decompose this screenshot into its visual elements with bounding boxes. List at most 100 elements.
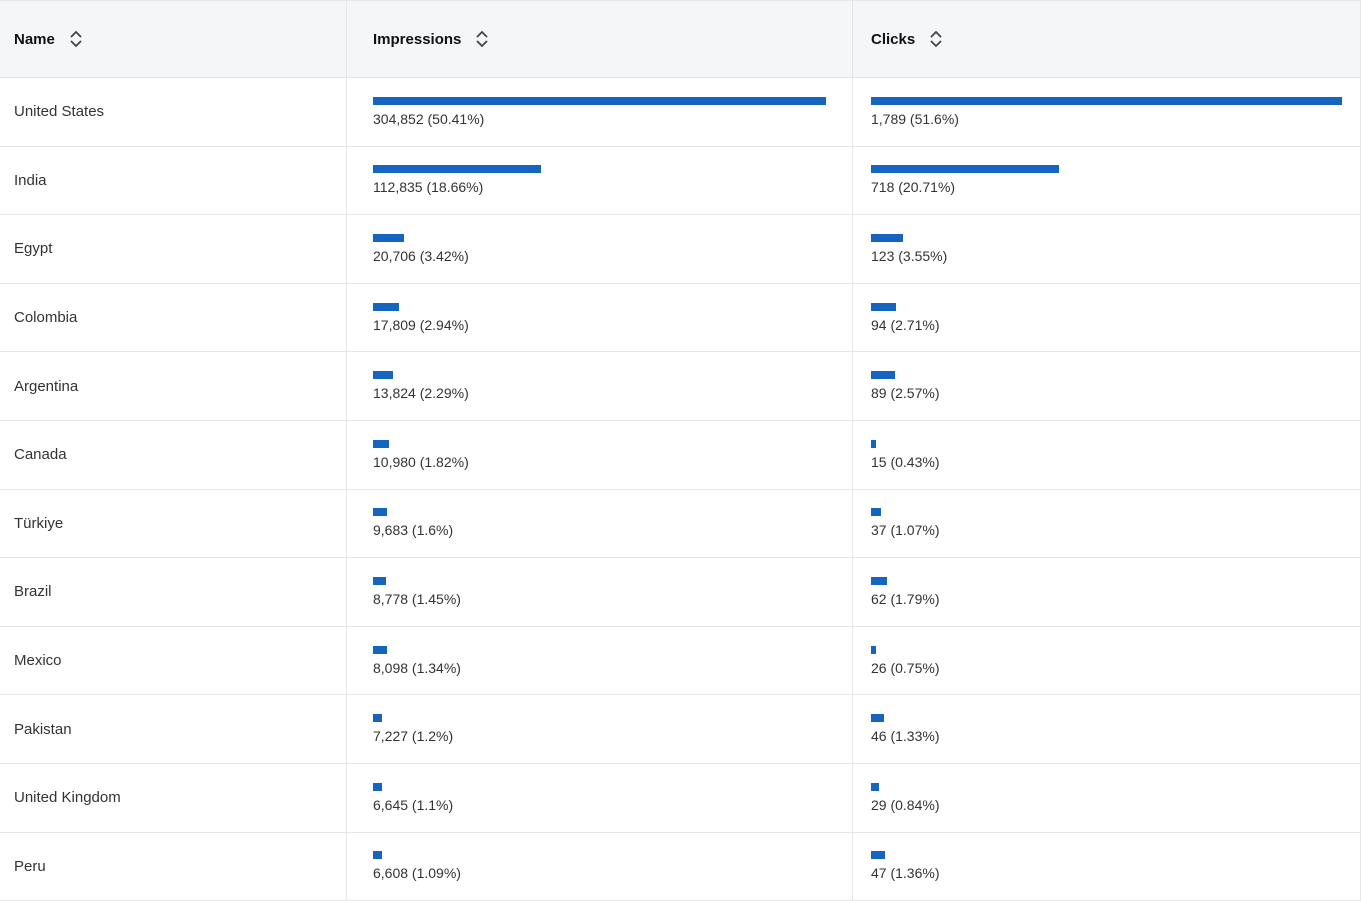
impressions-cell: 20,706 (3.42%) [347, 215, 853, 283]
clicks-value: 29 (0.84%) [871, 796, 940, 813]
impressions-cell: 7,227 (1.2%) [347, 695, 853, 763]
clicks-value: 26 (0.75%) [871, 659, 940, 676]
impressions-bar [373, 714, 382, 723]
clicks-cell: 123 (3.55%) [853, 215, 1360, 283]
clicks-bar-track [871, 302, 1342, 311]
impressions-cell: 17,809 (2.94%) [347, 283, 853, 352]
column-header-impressions[interactable]: Impressions [347, 1, 853, 77]
column-header-clicks[interactable]: Clicks [853, 1, 1360, 77]
table-body: United States 304,852 (50.41%) 1,789 (51… [0, 78, 1360, 901]
impressions-value: 13,824 (2.29%) [373, 385, 469, 402]
table-row: Mexico 8,098 (1.34%) 26 (0.75%) [0, 626, 1360, 696]
column-header-name-label: Name [14, 30, 55, 48]
clicks-bar [871, 96, 1342, 105]
sort-icon[interactable] [475, 30, 489, 48]
impressions-bar-track [373, 233, 826, 242]
column-header-clicks-label: Clicks [871, 30, 916, 48]
impressions-bar [373, 645, 387, 654]
impressions-bar-track [373, 714, 826, 723]
impressions-bar [373, 96, 826, 105]
clicks-bar-track [871, 508, 1342, 517]
impressions-cell: 8,098 (1.34%) [347, 626, 853, 695]
clicks-value: 15 (0.43%) [871, 453, 940, 470]
country-name: Colombia [14, 309, 78, 327]
country-name: Brazil [14, 583, 52, 601]
impressions-bar-track [373, 96, 826, 105]
country-cell: Türkiye [0, 489, 347, 558]
column-header-name[interactable]: Name [0, 1, 347, 77]
clicks-cell: 46 (1.33%) [853, 695, 1360, 763]
country-name: Canada [14, 446, 67, 464]
clicks-value: 47 (1.36%) [871, 865, 940, 882]
clicks-value: 37 (1.07%) [871, 522, 940, 539]
sort-icon[interactable] [929, 30, 943, 48]
country-cell: Brazil [0, 558, 347, 626]
table-row: Brazil 8,778 (1.45%) 62 (1.79%) [0, 558, 1360, 627]
clicks-bar [871, 851, 885, 860]
country-cell: Mexico [0, 626, 347, 695]
clicks-cell: 89 (2.57%) [853, 352, 1360, 420]
impressions-value: 8,778 (1.45%) [373, 590, 461, 607]
impressions-value: 7,227 (1.2%) [373, 728, 454, 745]
table-row: Peru 6,608 (1.09%) 47 (1.36%) [0, 832, 1360, 901]
impressions-bar-track [373, 371, 826, 380]
impressions-value: 9,683 (1.6%) [373, 522, 454, 539]
clicks-cell: 62 (1.79%) [853, 558, 1360, 626]
impressions-bar [373, 782, 382, 791]
clicks-bar-track [871, 371, 1342, 380]
table-row: Argentina 13,824 (2.29%) 89 (2.57%) [0, 352, 1360, 421]
country-cell: Canada [0, 420, 347, 489]
clicks-bar-track [871, 439, 1342, 448]
clicks-bar-track [871, 576, 1342, 585]
impressions-bar [373, 165, 541, 174]
impressions-value: 112,835 (18.66%) [373, 179, 484, 196]
impressions-value: 6,645 (1.1%) [373, 796, 454, 813]
clicks-bar [871, 714, 884, 723]
country-cell: Argentina [0, 352, 347, 420]
impressions-bar [373, 508, 387, 517]
clicks-bar [871, 782, 879, 791]
table-row: Türkiye 9,683 (1.6%) 37 (1.07%) [0, 489, 1360, 559]
impressions-bar-track [373, 165, 826, 174]
impressions-bar-track [373, 508, 826, 517]
clicks-bar [871, 371, 895, 380]
impressions-bar [373, 302, 399, 311]
table-row: India 112,835 (18.66%) 718 (20.71%) [0, 146, 1360, 216]
impressions-cell: 9,683 (1.6%) [347, 489, 853, 558]
clicks-value: 62 (1.79%) [871, 590, 940, 607]
table-row: Egypt 20,706 (3.42%) 123 (3.55%) [0, 215, 1360, 284]
table-row: Pakistan 7,227 (1.2%) 46 (1.33%) [0, 695, 1360, 764]
clicks-cell: 26 (0.75%) [853, 627, 1360, 695]
clicks-bar-track [871, 96, 1342, 105]
clicks-cell: 718 (20.71%) [853, 147, 1360, 215]
impressions-bar-track [373, 576, 826, 585]
country-cell: United Kingdom [0, 763, 347, 832]
clicks-bar-track [871, 851, 1342, 860]
country-cell: Peru [0, 832, 347, 901]
clicks-bar [871, 576, 887, 585]
table-row: Canada 10,980 (1.82%) 15 (0.43%) [0, 420, 1360, 490]
clicks-cell: 1,789 (51.6%) [853, 78, 1360, 146]
clicks-bar [871, 165, 1059, 174]
impressions-bar-track [373, 645, 826, 654]
column-header-impressions-label: Impressions [373, 30, 462, 48]
impressions-cell: 6,608 (1.09%) [347, 832, 853, 901]
country-name: Türkiye [14, 514, 64, 532]
clicks-bar-track [871, 782, 1342, 791]
country-name: Egypt [14, 240, 53, 258]
clicks-bar-track [871, 714, 1342, 723]
country-cell: Egypt [0, 215, 347, 283]
clicks-value: 123 (3.55%) [871, 247, 948, 264]
country-cell: Pakistan [0, 695, 347, 763]
sort-icon[interactable] [69, 30, 83, 48]
clicks-bar [871, 302, 896, 311]
impressions-cell: 13,824 (2.29%) [347, 352, 853, 420]
impressions-bar-track [373, 439, 826, 448]
country-name: Argentina [14, 377, 79, 395]
clicks-value: 89 (2.57%) [871, 385, 940, 402]
impressions-bar-track [373, 782, 826, 791]
impressions-value: 8,098 (1.34%) [373, 659, 461, 676]
table-row: Colombia 17,809 (2.94%) 94 (2.71%) [0, 283, 1360, 353]
impressions-cell: 304,852 (50.41%) [347, 78, 853, 146]
